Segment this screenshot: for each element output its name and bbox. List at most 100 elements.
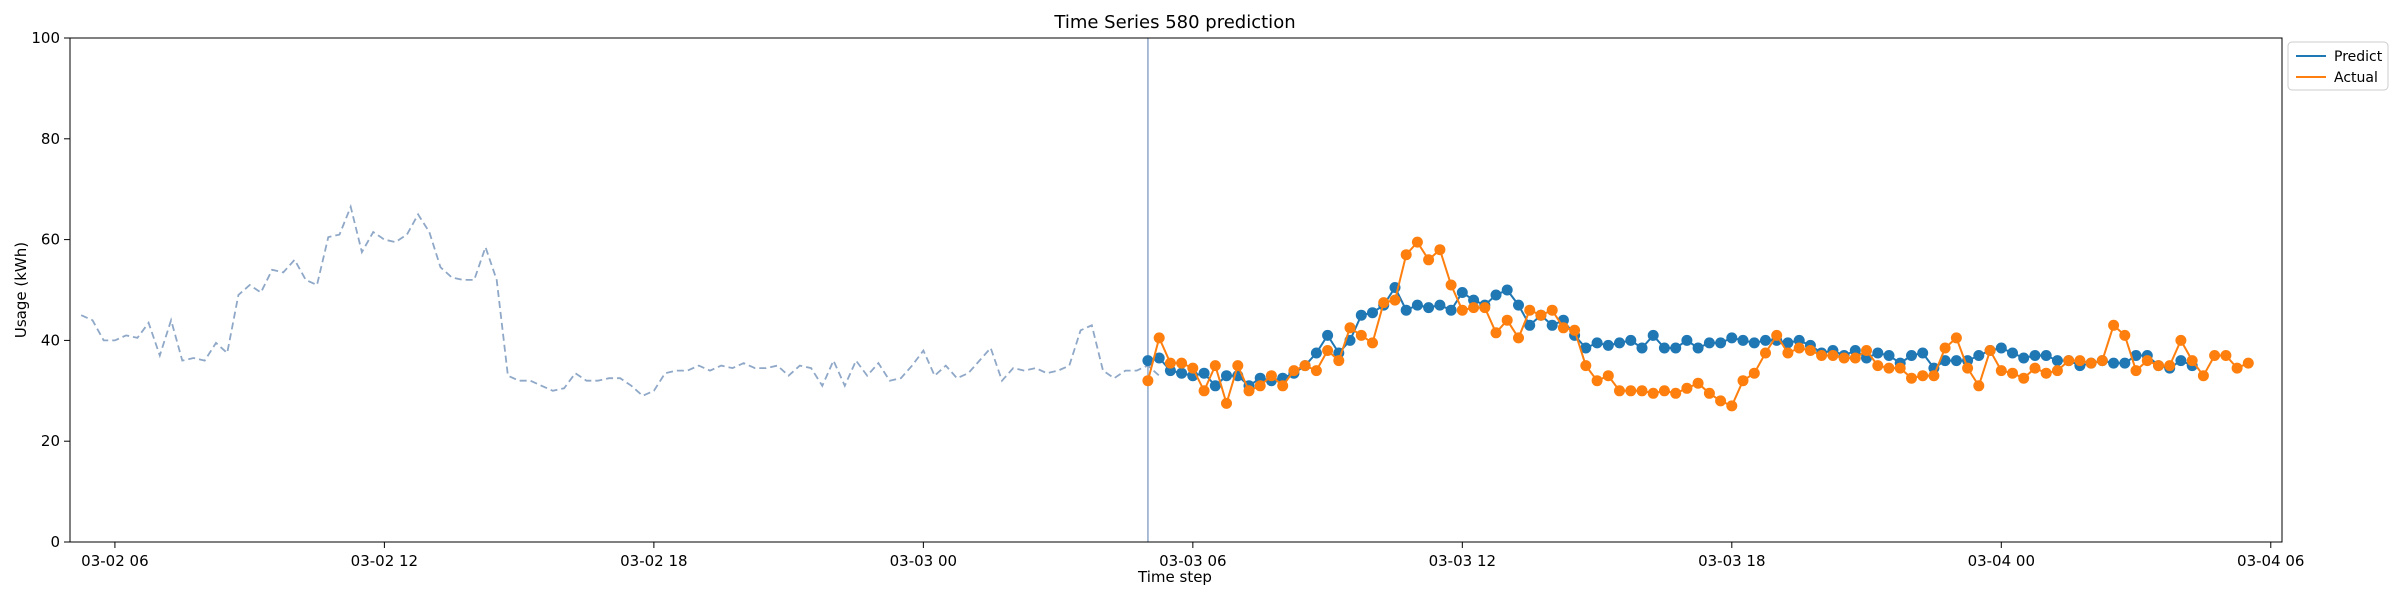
predict-point: [1647, 329, 1659, 341]
actual-point: [1322, 345, 1334, 356]
actual-point: [1906, 372, 1917, 384]
predict-point: [1310, 347, 1322, 359]
predict-point: [2051, 355, 2063, 367]
y-tick-label: 100: [31, 29, 60, 47]
actual-point: [1883, 362, 1895, 374]
actual-point: [1692, 377, 1704, 389]
actual-point: [1254, 380, 1266, 392]
predict-point: [1501, 284, 1513, 296]
actual-point: [2096, 355, 2108, 367]
actual-point: [1445, 279, 1457, 291]
actual-point: [1917, 370, 1929, 382]
x-tick-label: 03-02 06: [81, 552, 148, 570]
actual-point: [2141, 355, 2153, 367]
predict-point: [1658, 342, 1670, 354]
actual-point: [1591, 375, 1603, 387]
predict-point: [1670, 342, 1682, 354]
actual-point: [1793, 342, 1805, 354]
predict-point: [1221, 370, 1232, 382]
actual-point: [1950, 332, 1962, 344]
predict-point: [1995, 342, 2007, 354]
predict-point: [1591, 337, 1603, 349]
actual-point: [1434, 244, 1446, 256]
predict-point: [1737, 334, 1749, 346]
actual-point: [1221, 397, 1232, 409]
actual-point: [1501, 314, 1513, 326]
actual-point: [1400, 249, 1412, 261]
predict-point: [1793, 334, 1805, 346]
predict-point: [1142, 355, 1154, 367]
predict-point: [2130, 350, 2142, 361]
actual-point: [1423, 254, 1435, 266]
x-tick-label: 03-02 18: [620, 552, 687, 570]
actual-point: [1569, 324, 1581, 336]
actual-point: [2029, 362, 2041, 374]
actual-point: [1872, 360, 1884, 372]
actual-point: [1658, 385, 1670, 397]
x-tick-label: 03-02 12: [351, 552, 418, 570]
actual-point: [2164, 360, 2176, 372]
actual-point: [1265, 370, 1277, 382]
actual-point: [1310, 365, 1322, 377]
predict-point: [1726, 332, 1738, 344]
actual-point: [1176, 357, 1188, 369]
predict-point: [1692, 342, 1704, 354]
actual-point: [1299, 360, 1311, 372]
predict-point: [1434, 299, 1446, 311]
actual-point: [1243, 385, 1255, 397]
y-tick-label: 0: [50, 533, 60, 551]
actual-point: [1288, 365, 1300, 377]
actual-point: [1557, 322, 1569, 334]
actual-point: [1513, 332, 1524, 344]
actual-point: [1816, 350, 1828, 361]
predict-point: [1546, 319, 1558, 331]
legend-label-predict: Predict: [2334, 49, 2383, 65]
actual-point: [1748, 367, 1760, 379]
actual-point: [1378, 297, 1390, 309]
actual-point: [1625, 385, 1637, 397]
actual-point: [1153, 332, 1165, 344]
actual-point: [2186, 355, 2198, 367]
predict-point: [1715, 337, 1727, 349]
actual-point: [1771, 329, 1783, 341]
predict-point: [1322, 329, 1334, 341]
axes: 0 20 40 60 80 100 03-02 06 03-02 12 03-02 18 03-0…: [31, 29, 2304, 570]
actual-point: [1614, 385, 1625, 397]
predict-point: [2029, 350, 2041, 361]
actual-point: [2085, 357, 2097, 369]
actual-point: [1580, 360, 1592, 372]
actual-point: [1468, 302, 1480, 314]
predict-point: [1411, 299, 1423, 311]
predict-point: [1209, 380, 1221, 392]
actual-point: [1187, 362, 1199, 374]
y-axis-label: Usage (kWh): [12, 242, 30, 338]
actual-point: [1490, 327, 1502, 339]
actual-point: [1647, 387, 1659, 399]
actual-point: [1838, 352, 1850, 364]
predict-point: [2040, 350, 2052, 361]
actual-point: [1782, 347, 1794, 359]
actual-point: [1962, 362, 1974, 374]
predict-point: [1367, 307, 1378, 319]
predict-point: [2018, 352, 2030, 364]
actual-point: [1894, 362, 1906, 374]
predict-point: [1580, 342, 1592, 354]
predict-point: [1355, 309, 1367, 321]
actual-point: [1636, 385, 1648, 397]
actual-point: [2040, 367, 2052, 379]
actual-point: [1703, 387, 1715, 399]
actual-point: [2130, 365, 2142, 377]
actual-point: [1973, 380, 1985, 392]
actual-point: [1737, 375, 1749, 387]
predict-point: [1198, 367, 1210, 379]
predict-point: [2108, 357, 2120, 369]
actual-point: [2018, 372, 2030, 384]
x-tick-label: 03-04 06: [2237, 552, 2304, 570]
chart-title: Time Series 580 prediction: [1053, 12, 1295, 33]
actual-point: [2051, 365, 2063, 377]
x-tick-label: 03-03 12: [1429, 552, 1496, 570]
actual-point: [1198, 385, 1210, 397]
actual-point: [2108, 319, 2120, 331]
predict-point: [2007, 347, 2018, 359]
